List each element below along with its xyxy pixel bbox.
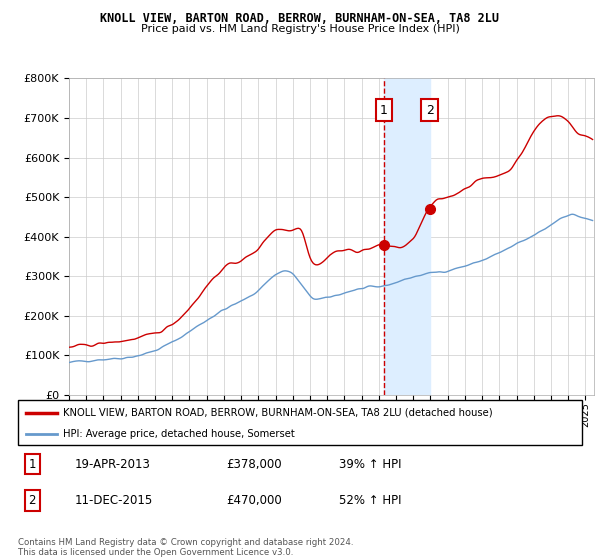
Text: 19-APR-2013: 19-APR-2013 [74,458,150,470]
Text: £470,000: £470,000 [227,494,283,507]
Text: HPI: Average price, detached house, Somerset: HPI: Average price, detached house, Some… [63,429,295,439]
Text: 39% ↑ HPI: 39% ↑ HPI [340,458,402,470]
Text: KNOLL VIEW, BARTON ROAD, BERROW, BURNHAM-ON-SEA, TA8 2LU: KNOLL VIEW, BARTON ROAD, BERROW, BURNHAM… [101,12,499,25]
Text: 1: 1 [380,104,388,116]
Bar [384,78,430,395]
Text: Price paid vs. HM Land Registry's House Price Index (HPI): Price paid vs. HM Land Registry's House … [140,24,460,34]
Text: 2: 2 [425,104,434,116]
Text: 11-DEC-2015: 11-DEC-2015 [74,494,152,507]
Text: 2: 2 [28,494,36,507]
Text: 1: 1 [28,458,36,470]
Text: KNOLL VIEW, BARTON ROAD, BERROW, BURNHAM-ON-SEA, TA8 2LU (detached house): KNOLL VIEW, BARTON ROAD, BERROW, BURNHAM… [63,408,493,418]
Text: Contains HM Land Registry data © Crown copyright and database right 2024.
This d: Contains HM Land Registry data © Crown c… [18,538,353,557]
Text: £378,000: £378,000 [227,458,283,470]
Text: 52% ↑ HPI: 52% ↑ HPI [340,494,402,507]
FancyBboxPatch shape [18,400,582,445]
